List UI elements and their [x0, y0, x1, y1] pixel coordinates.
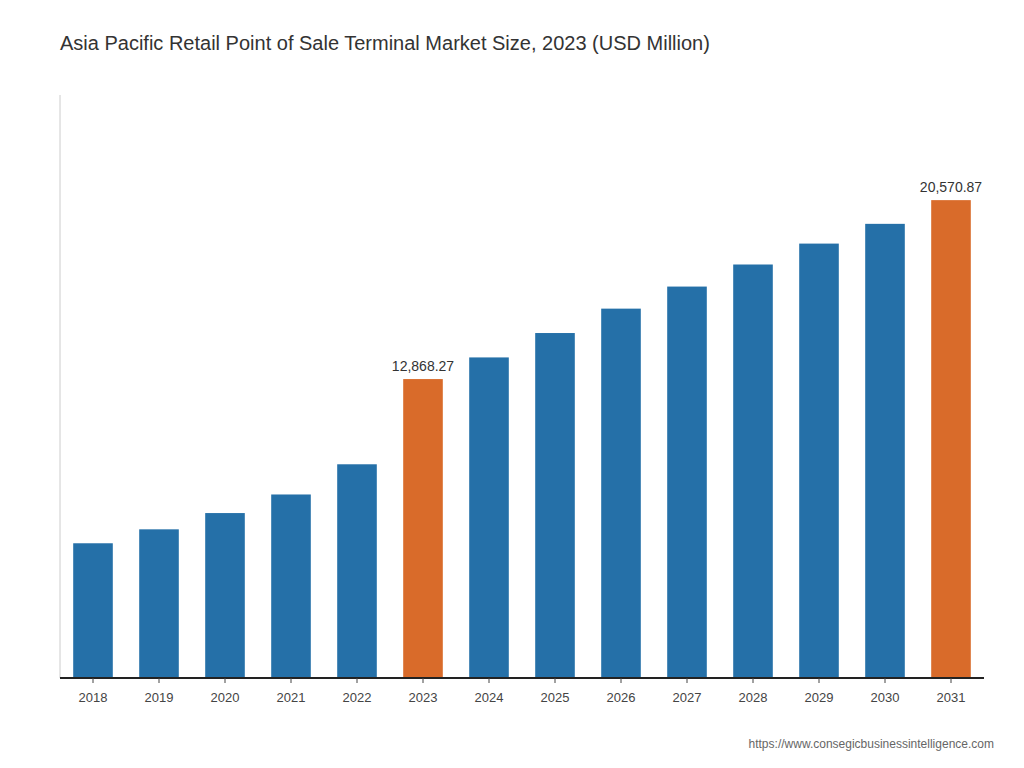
x-tick [951, 678, 952, 683]
x-tick-label: 2023 [409, 690, 438, 705]
x-tick-label: 2020 [211, 690, 240, 705]
x-tick-label: 2027 [673, 690, 702, 705]
annotation: https://www.consegicbusinessintelligence… [749, 737, 994, 751]
bar [535, 333, 575, 678]
bar [337, 464, 377, 678]
bar [205, 513, 245, 678]
x-tick-label: 2026 [607, 690, 636, 705]
x-axis-line [60, 677, 984, 679]
x-tick-label: 2024 [475, 690, 504, 705]
bar [139, 529, 179, 678]
x-tick [555, 678, 556, 683]
bar [469, 357, 509, 678]
x-tick-label: 2018 [79, 690, 108, 705]
x-tick [93, 678, 94, 683]
x-tick [687, 678, 688, 683]
x-tick-label: 2030 [871, 690, 900, 705]
bar [865, 224, 905, 678]
x-tick-label: 2021 [277, 690, 306, 705]
chart-container: Asia Pacific Retail Point of Sale Termin… [0, 0, 1024, 768]
bar [667, 287, 707, 678]
x-tick-label: 2025 [541, 690, 570, 705]
bar [601, 309, 641, 678]
bar [271, 494, 311, 678]
x-tick-label: 2022 [343, 690, 372, 705]
bars [73, 200, 971, 678]
x-tick-label: 2031 [937, 690, 966, 705]
bar [799, 244, 839, 678]
x-tick [357, 678, 358, 683]
bar [733, 264, 773, 678]
x-tick [885, 678, 886, 683]
x-tick [225, 678, 226, 683]
chart-svg: Asia Pacific Retail Point of Sale Termin… [0, 0, 1024, 768]
x-tick [423, 678, 424, 683]
x-tick [819, 678, 820, 683]
x-tick [291, 678, 292, 683]
bar [403, 379, 443, 678]
x-tick-label: 2028 [739, 690, 768, 705]
bar [73, 543, 113, 678]
data-label: 12,868.27 [392, 358, 454, 374]
chart-title: Asia Pacific Retail Point of Sale Termin… [60, 32, 710, 54]
x-tick [621, 678, 622, 683]
data-label: 20,570.87 [920, 179, 982, 195]
x-tick-label: 2029 [805, 690, 834, 705]
x-tick-label: 2019 [145, 690, 174, 705]
y-axis-line [60, 95, 61, 678]
x-tick [753, 678, 754, 683]
bar [931, 200, 971, 678]
x-tick [489, 678, 490, 683]
x-tick [159, 678, 160, 683]
